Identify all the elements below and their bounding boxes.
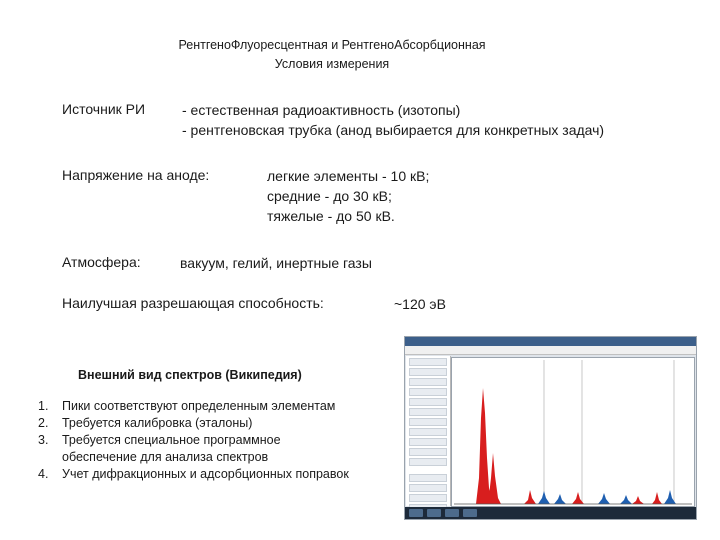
list-item: 1. Пики соответствуют определенным элеме… xyxy=(38,398,358,415)
list-item-number: 2. xyxy=(38,416,49,430)
spectra-caption: Внешний вид спектров (Википедия) xyxy=(78,368,302,382)
spectrum-screenshot xyxy=(404,336,697,520)
title-line-2: Условия измерения xyxy=(274,57,390,71)
window-menu-bar xyxy=(405,346,696,355)
element-panel xyxy=(406,356,451,512)
source-value-1: - естественная радиоактивность (изотопы) xyxy=(182,102,461,118)
resolution-value: ~120 эВ xyxy=(394,296,446,312)
list-item-number: 3. xyxy=(38,433,49,447)
list-item: 2. Требуется калибровка (эталоны) xyxy=(38,415,358,432)
red-peak-secondary xyxy=(488,453,501,504)
spectrum-plot xyxy=(451,357,695,507)
blue-peak-3 xyxy=(598,493,610,504)
spectrum-chart xyxy=(454,360,692,505)
atmosphere-label: Атмосфера: xyxy=(62,254,141,270)
list-item-text: Требуется специальное программное обеспе… xyxy=(62,433,281,464)
start-button-icon xyxy=(409,509,423,517)
red-peak-5 xyxy=(632,496,644,504)
spectra-notes-list: 1. Пики соответствуют определенным элеме… xyxy=(38,398,358,483)
taskbar-app-icon xyxy=(445,509,459,517)
taskbar-app-icon xyxy=(427,509,441,517)
source-values: - естественная радиоактивность (изотопы)… xyxy=(182,100,604,140)
list-item-text: Пики соответствуют определенным элемента… xyxy=(62,399,336,413)
slide-title: РентгеноФлуоресцентная и РентгеноАбсорбц… xyxy=(0,36,720,74)
taskbar xyxy=(405,507,696,519)
atmosphere-value: вакуум, гелий, инертные газы xyxy=(180,255,372,271)
blue-peak-4 xyxy=(620,495,632,504)
red-peak-4 xyxy=(572,492,584,504)
taskbar-app-icon xyxy=(463,509,477,517)
blue-peak-1 xyxy=(538,491,550,504)
voltage-value-1: легкие элементы - 10 кВ; xyxy=(267,168,430,184)
list-item: 3. Требуется специальное программное обе… xyxy=(38,432,358,466)
list-item-text: Учет дифракционных и адсорбционных попра… xyxy=(62,467,349,481)
voltage-values: легкие элементы - 10 кВ; средние - до 30… xyxy=(267,166,429,226)
list-item: 4. Учет дифракционных и адсорбционных по… xyxy=(38,466,358,483)
voltage-value-3: тяжелые - до 50 кВ. xyxy=(267,208,395,224)
window-title-bar xyxy=(405,337,696,346)
source-label: Источник РИ xyxy=(62,101,146,117)
blue-peak-5 xyxy=(664,490,676,504)
red-peak-3 xyxy=(524,490,536,504)
red-peak-main xyxy=(472,388,492,504)
title-line-1: РентгеноФлуоресцентная и РентгеноАбсорбц… xyxy=(178,38,486,52)
list-item-number: 4. xyxy=(38,467,49,481)
red-peak-6 xyxy=(652,492,662,504)
voltage-label: Напряжение на аноде: xyxy=(62,167,210,183)
blue-peak-2 xyxy=(554,494,566,504)
list-item-text: Требуется калибровка (эталоны) xyxy=(62,416,253,430)
voltage-value-2: средние - до 30 кВ; xyxy=(267,188,392,204)
source-value-2: - рентгеновская трубка (анод выбирается … xyxy=(182,122,605,138)
list-item-number: 1. xyxy=(38,399,49,413)
resolution-label: Наилучшая разрешающая способность: xyxy=(62,295,324,311)
